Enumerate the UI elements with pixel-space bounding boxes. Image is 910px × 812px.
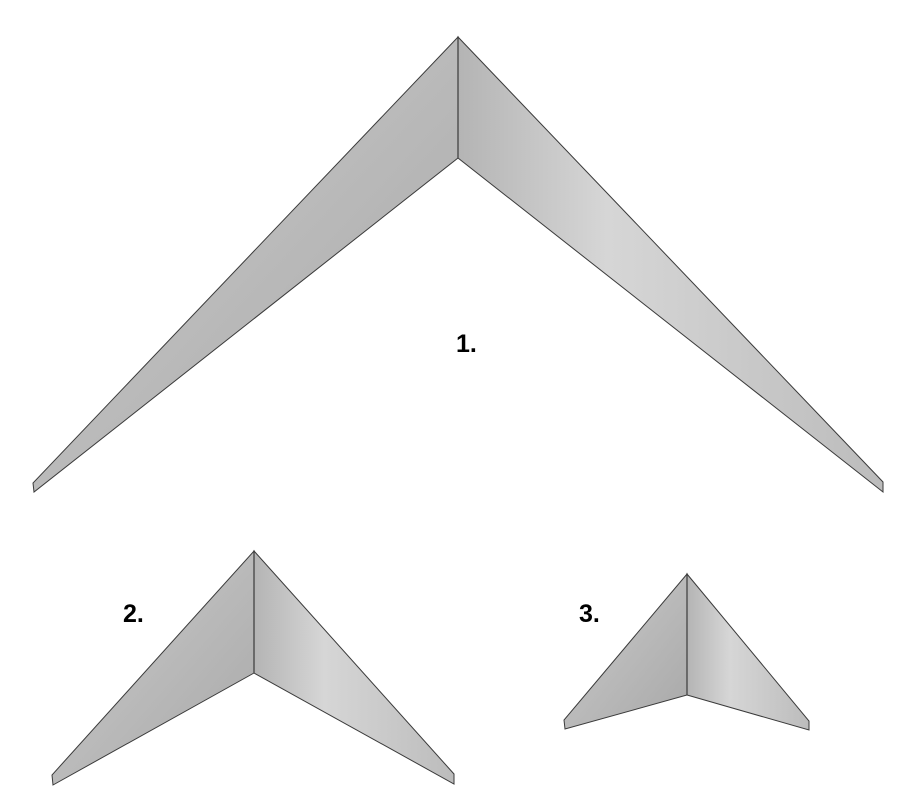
chevron-shape-1: 1. — [32, 35, 884, 494]
shape-3-left-face — [563, 572, 688, 730]
shape-3-label: 3. — [579, 600, 600, 628]
chevron-shape-3: 3. — [563, 572, 810, 731]
shape-1-label: 1. — [456, 330, 477, 358]
shape-3-right-face — [686, 572, 810, 731]
shape-2-left-face — [51, 549, 255, 786]
shape-2-right-face — [253, 549, 455, 785]
shape-1-left-face — [32, 35, 459, 493]
chevron-shape-2: 2. — [51, 549, 455, 786]
shape-2-label: 2. — [123, 600, 144, 628]
shape-1-right-face — [457, 35, 884, 494]
